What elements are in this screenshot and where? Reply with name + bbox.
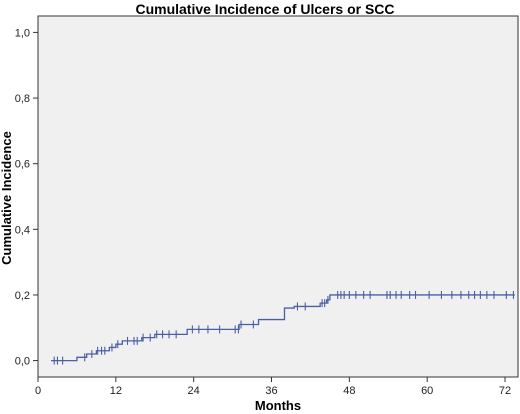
y-tick-label: 1,0 [15, 27, 30, 39]
y-tick-label: 0,6 [15, 159, 30, 171]
x-tick-label: 60 [421, 385, 433, 397]
y-axis: 0,0 0,2 0,4 0,6 0,8 1,0 [15, 27, 38, 368]
x-tick-label: 48 [343, 385, 355, 397]
y-tick-label: 0,4 [15, 224, 30, 236]
x-tick-label: 12 [110, 385, 122, 397]
chart-title: Cumulative Incidence of Ulcers or SCC [135, 1, 394, 17]
y-tick-label: 0,0 [15, 356, 30, 368]
x-tick-label: 0 [35, 385, 41, 397]
x-tick-label: 36 [265, 385, 277, 397]
plot-area [37, 15, 519, 378]
y-axis-title: Cumulative Incidence [0, 131, 14, 265]
x-axis-title: Months [255, 398, 301, 413]
y-tick-label: 0,8 [15, 93, 30, 105]
x-axis: 0 12 24 36 48 60 72 [35, 377, 511, 397]
series-layer [50, 290, 515, 365]
x-tick-label: 72 [499, 385, 511, 397]
y-tick-label: 0,2 [15, 290, 30, 302]
incidence-step-line [50, 294, 515, 362]
x-tick-label: 24 [188, 385, 200, 397]
